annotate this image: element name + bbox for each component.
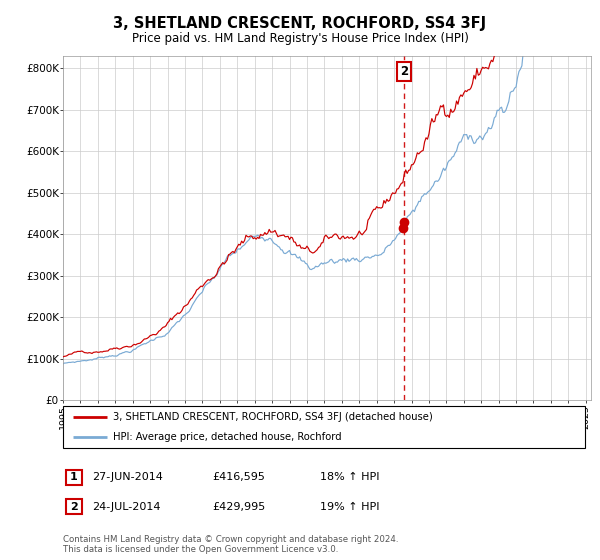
Text: 24-JUL-2014: 24-JUL-2014 [92,502,160,512]
Text: 1: 1 [70,472,77,482]
Text: 2: 2 [70,502,77,512]
Text: Price paid vs. HM Land Registry's House Price Index (HPI): Price paid vs. HM Land Registry's House … [131,32,469,45]
Text: 2: 2 [400,65,408,78]
Text: Contains HM Land Registry data © Crown copyright and database right 2024.
This d: Contains HM Land Registry data © Crown c… [63,535,398,554]
Text: 19% ↑ HPI: 19% ↑ HPI [320,502,379,512]
Text: 18% ↑ HPI: 18% ↑ HPI [320,472,379,482]
Text: 3, SHETLAND CRESCENT, ROCHFORD, SS4 3FJ: 3, SHETLAND CRESCENT, ROCHFORD, SS4 3FJ [113,16,487,31]
Text: 27-JUN-2014: 27-JUN-2014 [92,472,163,482]
Text: £429,995: £429,995 [212,502,265,512]
Text: 3, SHETLAND CRESCENT, ROCHFORD, SS4 3FJ (detached house): 3, SHETLAND CRESCENT, ROCHFORD, SS4 3FJ … [113,412,433,422]
Text: HPI: Average price, detached house, Rochford: HPI: Average price, detached house, Roch… [113,432,341,442]
Text: £416,595: £416,595 [212,472,265,482]
FancyBboxPatch shape [66,469,82,484]
FancyBboxPatch shape [66,500,82,514]
FancyBboxPatch shape [63,406,585,448]
